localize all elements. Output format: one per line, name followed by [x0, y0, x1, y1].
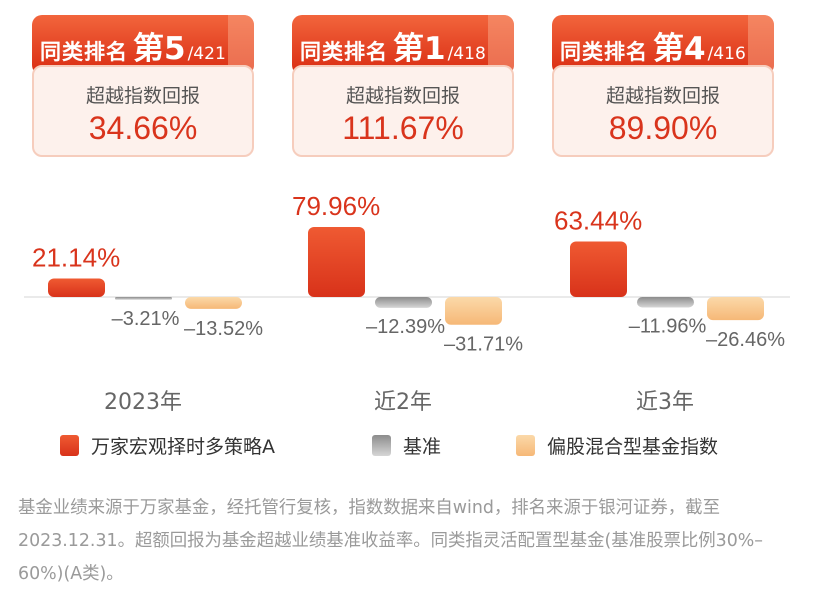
legend-item-index: 偏股混合型基金指数 [516, 432, 718, 459]
category-label: 2023年 [104, 390, 182, 415]
rank-value: 第1 [393, 31, 446, 67]
rank-total: /416 [707, 44, 746, 64]
ranking-card-body: 超越指数回报 34.66% [32, 65, 254, 157]
legend-label-benchmark: 基准 [403, 436, 442, 458]
legend-swatch-index [516, 435, 535, 456]
legend-item-fund: 万家宏观择时多策略A [60, 432, 275, 459]
ranking-card-3y: 超越指数回报 89.90% 同类排名 第4 /416 [552, 15, 774, 157]
legend-label-index: 偏股混合型基金指数 [547, 436, 719, 458]
excess-return-value: 34.66% [88, 110, 198, 146]
category-label: 近2年 [374, 390, 432, 415]
chart-legend: 万家宏观择时多策略A 基准 偏股混合型基金指数 [60, 432, 800, 462]
data-label-benchmark: –11.96% [629, 315, 707, 337]
rank-label: 同类排名 [300, 40, 388, 64]
excess-return-label: 超越指数回报 [345, 85, 460, 107]
rank-label: 同类排名 [560, 40, 648, 64]
data-label-fund: 21.14% [32, 243, 120, 273]
rank-value: 第5 [133, 31, 186, 67]
bar-index [445, 297, 502, 325]
rank-total: /418 [447, 44, 486, 64]
legend-item-benchmark: 基准 [372, 432, 441, 459]
legend-label-fund: 万家宏观择时多策略A [91, 436, 275, 458]
legend-swatch-fund [60, 435, 79, 456]
bar-fund [570, 241, 627, 297]
data-label-index: –13.52% [184, 318, 263, 340]
data-label-index: –26.46% [706, 329, 785, 351]
ranking-card-body: 超越指数回报 111.67% [292, 65, 514, 157]
bar-fund [48, 278, 105, 297]
rank-label: 同类排名 [40, 40, 128, 64]
bar-index [185, 297, 242, 309]
ranking-card-2023: 超越指数回报 34.66% 同类排名 第5 /421 [32, 15, 254, 157]
legend-swatch-benchmark [372, 435, 391, 456]
returns-bar-chart: 21.14% –3.21% –13.52% 2023年 79.96% –12.39%–31… [24, 191, 790, 415]
category-label: 近3年 [636, 390, 694, 415]
excess-return-value: 89.90% [608, 110, 718, 146]
data-label-benchmark: –3.21% [112, 308, 180, 330]
data-label-fund: 79.96% [292, 191, 380, 221]
footnote-text: 基金业绩来源于万家基金，经托管行复核，指数数据来自wind，排名来源于银河证券，… [18, 498, 763, 584]
excess-return-label: 超越指数回报 [605, 85, 720, 107]
rank-total: /421 [187, 44, 226, 64]
bar-benchmark [637, 297, 694, 308]
bar-fund [308, 227, 365, 297]
rank-value: 第4 [653, 31, 706, 67]
bar-benchmark [375, 297, 432, 308]
data-label-benchmark: –12.39% [366, 316, 445, 338]
excess-return-label: 超越指数回报 [85, 85, 200, 107]
ranking-card-2y: 超越指数回报 111.67% 同类排名 第1 /418 [292, 15, 514, 157]
data-label-fund: 63.44% [554, 205, 642, 235]
ranking-card-body: 超越指数回报 89.90% [552, 65, 774, 157]
bar-index [707, 297, 764, 321]
excess-return-value: 111.67% [342, 110, 464, 146]
data-label-index: –31.71% [444, 334, 523, 356]
bar-benchmark [115, 297, 172, 300]
